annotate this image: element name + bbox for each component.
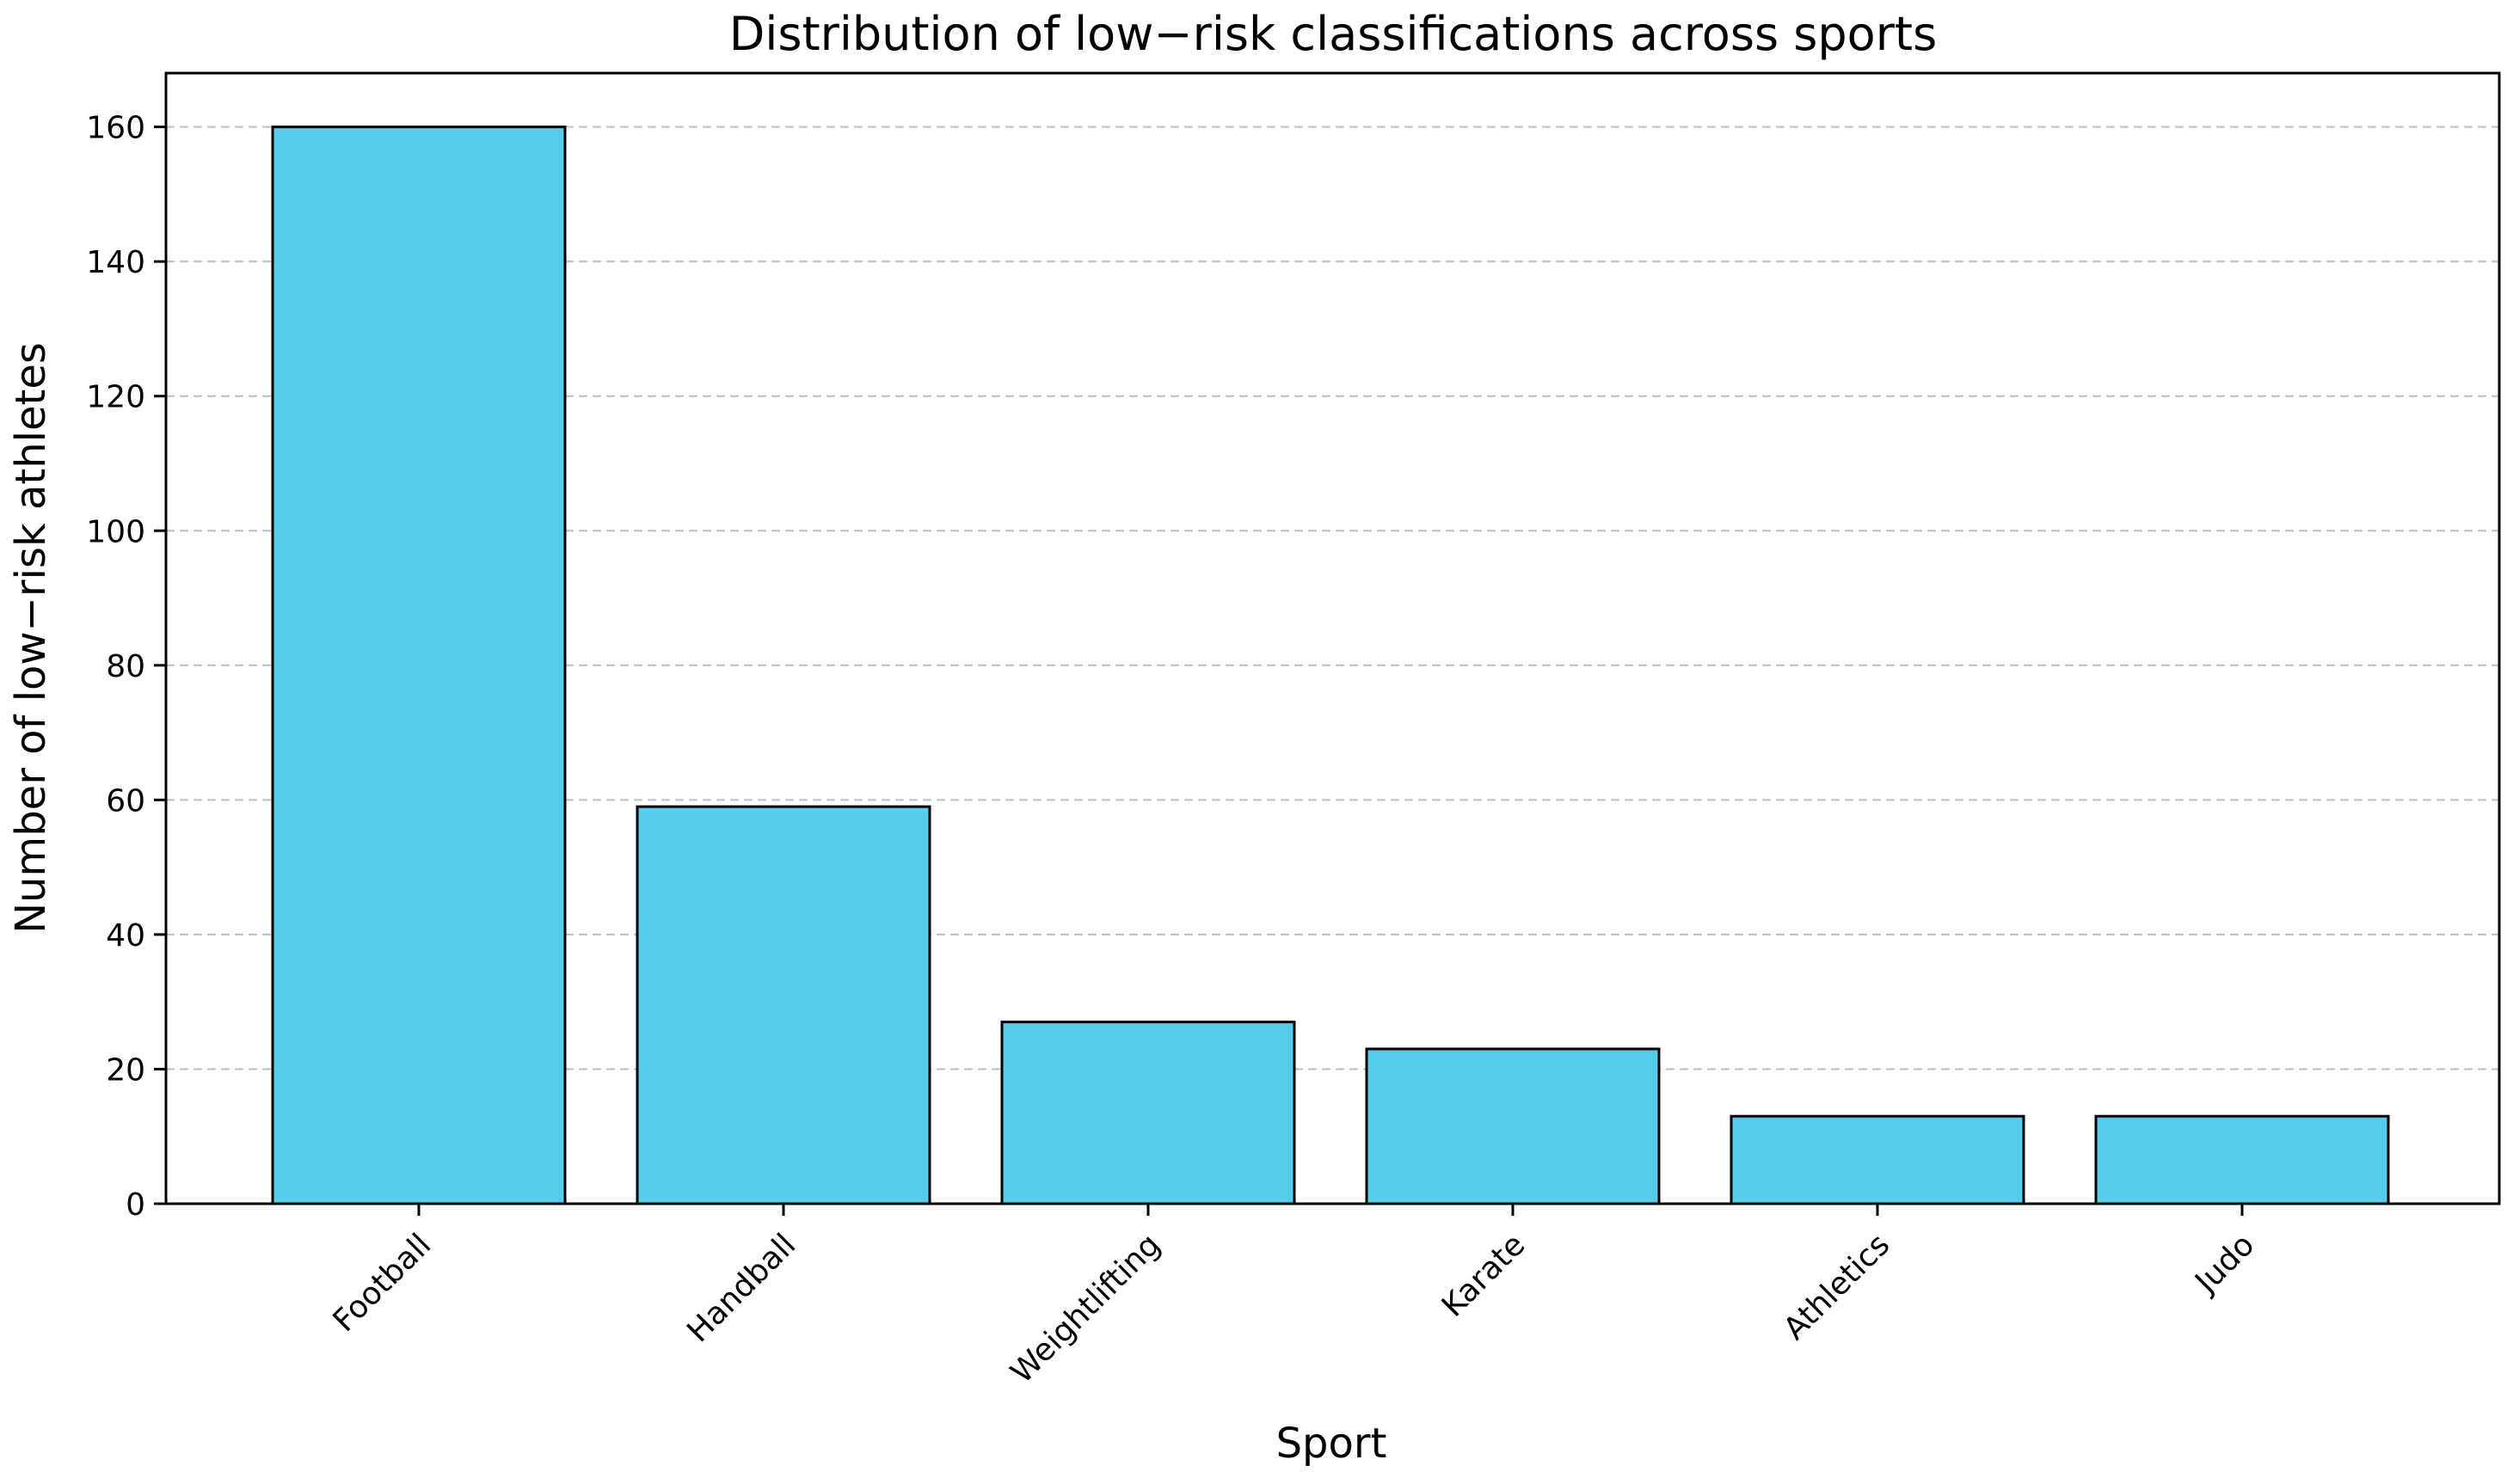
bars xyxy=(271,126,2390,1205)
x-tick-label-athletics: Athletics xyxy=(1777,1227,1896,1346)
bar-weightlifting xyxy=(1000,1021,1296,1205)
y-tick-label: 80 xyxy=(106,649,145,684)
x-tick-label-judo: Judo xyxy=(2188,1227,2262,1301)
y-tick-label: 0 xyxy=(126,1187,145,1223)
chart-title: Distribution of low−risk classifications… xyxy=(729,7,1937,61)
y-tick-label: 120 xyxy=(86,380,145,415)
y-tick-label: 140 xyxy=(86,245,145,280)
bar-football xyxy=(271,126,567,1205)
x-tick-label-weightlifting: Weightlifting xyxy=(1005,1227,1168,1390)
y-tick-label: 60 xyxy=(106,783,145,819)
y-tick-label: 100 xyxy=(86,514,145,549)
bar-karate xyxy=(1365,1047,1661,1205)
y-axis-ticks: 0 20 40 60 80 100 120 140 160 xyxy=(86,111,166,1223)
bar-handball xyxy=(636,805,931,1205)
y-tick-label: 160 xyxy=(86,111,145,146)
x-tick-label-football: Football xyxy=(327,1227,439,1339)
y-tick-label: 20 xyxy=(106,1052,145,1088)
x-axis-label: Sport xyxy=(1276,1420,1387,1468)
y-axis-label: Number of low−risk athletes xyxy=(7,342,55,934)
x-axis-ticks: Football Handball Weightlifting Karate Athle… xyxy=(327,1204,2262,1390)
x-tick-label-handball: Handball xyxy=(680,1227,802,1349)
x-tick-label-karate: Karate xyxy=(1435,1227,1533,1324)
bar-judo xyxy=(2094,1114,2390,1205)
bar-athletics xyxy=(1730,1114,2025,1205)
y-tick-label: 40 xyxy=(106,918,145,954)
plot-area-frame xyxy=(164,71,2501,1205)
